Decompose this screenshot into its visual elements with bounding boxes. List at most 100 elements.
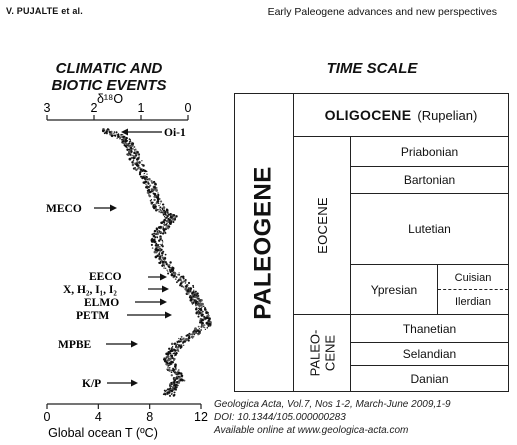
data-point — [146, 189, 150, 193]
stage-ypresian: Ypresian — [351, 265, 438, 315]
data-point — [116, 137, 118, 139]
data-point — [176, 374, 178, 376]
data-point — [183, 281, 185, 283]
data-point — [173, 350, 175, 352]
data-point — [188, 293, 190, 295]
data-point — [130, 152, 132, 154]
data-point — [179, 276, 181, 279]
data-point — [160, 259, 163, 262]
data-point — [204, 328, 207, 331]
data-point — [141, 175, 143, 178]
event-mpbe: MPBE — [58, 339, 138, 351]
data-point — [158, 204, 160, 207]
data-point — [155, 207, 157, 210]
data-point — [159, 210, 162, 212]
data-point — [180, 347, 182, 350]
data-point — [125, 136, 128, 140]
data-point — [176, 348, 179, 352]
data-point — [174, 364, 177, 367]
data-point — [200, 321, 203, 324]
data-point — [165, 263, 168, 266]
data-point — [199, 313, 201, 315]
data-point — [173, 379, 177, 382]
data-point — [201, 319, 204, 322]
data-point — [150, 243, 153, 246]
data-point — [153, 198, 156, 202]
stage-priabonian: Priabonian — [351, 137, 508, 167]
isotope-temperature-plot: δ¹⁸O Global ocean T (ºC) 3 2 1 0 0 4 8 12 Oi-1… — [44, 92, 212, 440]
data-point — [163, 389, 166, 392]
data-point — [168, 222, 171, 225]
data-point — [110, 132, 113, 135]
data-point — [186, 292, 189, 295]
climatic-events-title: CLIMATIC AND BIOTIC EVENTS — [28, 60, 190, 94]
data-point — [159, 251, 161, 253]
data-point — [178, 378, 180, 380]
data-point — [170, 354, 174, 358]
data-point — [204, 318, 206, 320]
citation-journal: Geologica Acta, Vol.7, Nos 1-2, March-Ju… — [214, 399, 451, 410]
data-point — [196, 332, 198, 335]
eeco-arrowhead — [160, 273, 167, 281]
data-point — [183, 337, 185, 339]
data-point — [165, 357, 168, 360]
data-point — [166, 227, 170, 230]
data-point — [147, 177, 151, 181]
data-point — [201, 306, 203, 308]
event-label-mpbe: MPBE — [58, 339, 92, 351]
data-point — [168, 266, 171, 269]
data-point — [200, 311, 203, 315]
data-point — [181, 275, 185, 279]
data-point — [155, 186, 158, 189]
data-point — [174, 372, 176, 374]
data-point — [194, 328, 197, 331]
data-point — [135, 150, 138, 153]
epoch-oligocene: OLIGOCENE (Rupelian) — [294, 94, 508, 137]
data-point — [209, 325, 211, 327]
data-point — [121, 139, 123, 142]
isotope-tick-label: 0 — [185, 101, 192, 115]
data-point — [170, 383, 173, 386]
data-point — [126, 148, 129, 151]
data-point — [162, 220, 165, 224]
data-point — [138, 156, 140, 158]
data-point — [151, 237, 154, 240]
data-point — [206, 311, 209, 314]
data-point — [179, 279, 182, 282]
data-point — [148, 194, 152, 198]
data-point — [175, 276, 178, 278]
data-point — [139, 172, 141, 175]
data-point — [176, 281, 178, 284]
data-point — [166, 225, 168, 227]
data-point — [174, 391, 176, 394]
data-point — [177, 381, 181, 384]
data-point — [120, 135, 124, 139]
data-point — [197, 310, 200, 312]
data-point — [161, 264, 164, 267]
data-point — [141, 160, 143, 162]
meco-arrowhead — [110, 204, 117, 212]
data-point — [151, 202, 153, 204]
paleocene-label-line1: PALEO- — [307, 329, 322, 377]
data-point — [166, 363, 168, 366]
data-point — [172, 368, 175, 372]
data-point — [197, 298, 199, 301]
data-point — [167, 366, 169, 368]
data-point — [158, 252, 160, 255]
data-point — [195, 303, 198, 306]
data-point — [177, 375, 180, 378]
data-point — [191, 303, 194, 305]
data-point — [177, 343, 179, 346]
data-point — [205, 316, 208, 320]
event-label-elmo: ELMO — [84, 297, 119, 309]
data-point — [148, 187, 150, 189]
data-point — [155, 209, 158, 212]
data-point — [150, 240, 153, 243]
data-point — [171, 390, 174, 393]
data-point — [155, 256, 157, 258]
data-point — [174, 216, 176, 218]
data-point — [129, 140, 131, 142]
data-point — [155, 228, 159, 231]
data-point — [171, 393, 173, 395]
temperature-axis-label: Global ocean T (ºC) — [48, 426, 158, 440]
